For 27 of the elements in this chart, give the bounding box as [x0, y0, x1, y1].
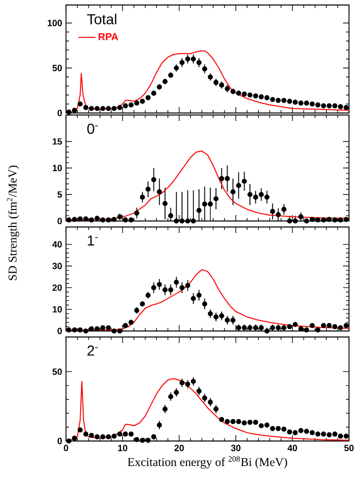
chart-title: 1$^{-}$ — [88, 236, 98, 246]
x-axis-title: Excitation energy of $^{208}$Bi (MeV) — [128, 456, 288, 469]
legend-label: RPA — [98, 33, 118, 40]
y-tick-label: 5 — [57, 191, 62, 198]
x-tick-label: 50 — [344, 444, 354, 452]
y-tick-label: 0 — [58, 218, 62, 224]
chart-title: Total — [87, 14, 116, 24]
y-tick-label: 10 — [52, 164, 62, 172]
chart-title: 2$^{-}$ — [87, 346, 98, 356]
chart-title: 0$^{-}$ — [87, 124, 98, 134]
y-tick-label: 0 — [58, 110, 62, 116]
y-tick-label: 10 — [52, 306, 62, 313]
x-tick-label: 40 — [288, 444, 298, 452]
y-tick-label: 100 — [48, 20, 62, 26]
y-axis-title: SD Strength (fm$^{2}$/MeV) — [6, 166, 20, 280]
y-tick-label: 30 — [52, 262, 62, 270]
x-tick-label: 10 — [118, 444, 128, 452]
y-tick-label: 50 — [52, 368, 62, 375]
y-tick-label: 50 — [52, 64, 62, 72]
y-tick-label: 40 — [52, 241, 62, 248]
x-tick-label: 0 — [64, 444, 68, 452]
y-tick-label: 20 — [52, 284, 62, 291]
y-tick-label: 0 — [58, 438, 62, 444]
y-tick-label: 15 — [52, 138, 62, 145]
y-tick-label: 0 — [58, 328, 62, 334]
x-tick-label: 30 — [230, 444, 240, 452]
x-tick-label: 20 — [174, 444, 184, 452]
